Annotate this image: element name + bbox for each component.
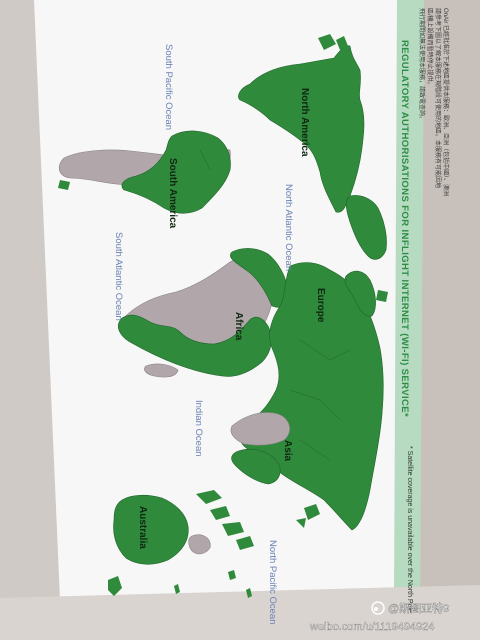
label-north-atlantic-ocean: North Atlantic Ocean (283, 184, 294, 271)
falklands (58, 180, 70, 190)
footnote: * Satellite coverage is unavailable over… (406, 446, 413, 613)
label-south-america: South America (167, 158, 178, 229)
new-zealand (108, 576, 122, 596)
label-indian-ocean: Indian Ocean (193, 400, 204, 457)
label-south-atlantic-ocean: South Atlantic Ocean (113, 232, 124, 321)
indonesia-islands (196, 490, 254, 550)
header-title: REGULATORY AUTHORISATIONS FOR INFLIGHT I… (399, 40, 410, 417)
scandinavia (344, 270, 376, 317)
madagascar (144, 363, 179, 378)
chinese-line: 請參考下圖以了解本服務在現階段可使用的地區。本服務有可能因地 (434, 8, 442, 188)
country-borders (199, 149, 351, 461)
india-green (231, 448, 281, 485)
weibo-logo-icon (371, 601, 385, 615)
iceland (376, 290, 388, 302)
footnote-band (394, 0, 424, 600)
greenland-region (345, 195, 387, 260)
south-america-green (121, 130, 231, 214)
watermark-handle: @斯图亚特9 (388, 601, 449, 615)
uk-islands (334, 300, 346, 316)
new-guinea (188, 534, 211, 555)
pacific-islands (174, 570, 252, 598)
label-asia: Asia (282, 440, 293, 462)
chinese-line: OnAir 已經批准於下述地區提供本服務：歐洲、亞洲（包括中國）、澳洲 (442, 8, 450, 196)
watermark-url: weibo.com/u/1119494924 (309, 621, 434, 633)
canadian-islands (318, 34, 348, 50)
middle-east-grey (230, 412, 290, 446)
australia-region (113, 494, 189, 565)
label-africa: Africa (233, 312, 244, 341)
africa-green (118, 314, 272, 377)
north-america-region (238, 45, 365, 213)
label-north-america: North America (299, 88, 310, 157)
label-europe: Europe (315, 288, 326, 323)
japan (296, 504, 320, 528)
label-north-pacific-ocean: North Pacific Ocean (267, 540, 278, 624)
bottom-strip (0, 585, 480, 640)
weibo-watermark: @斯图亚特9 weibo.com/u/1119494924 (309, 601, 450, 633)
chinese-line: 區/機上設備而暫時停止提供。 (426, 8, 434, 88)
header-chinese-block: OnAir 已經批准於下述地區提供本服務：歐洲、亞洲（包括中國）、澳洲 請參考下… (418, 8, 450, 196)
page-edge (418, 0, 480, 640)
chinese-line: 飛行期間如無法使用本服務，請致電查詢。 (418, 8, 426, 122)
label-south-pacific-ocean: South Pacific Ocean (163, 44, 174, 130)
label-australia: Australia (137, 506, 148, 549)
